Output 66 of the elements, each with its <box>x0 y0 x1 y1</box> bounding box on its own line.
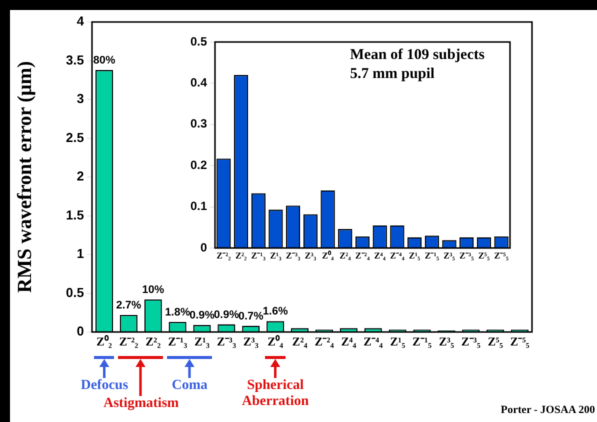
x-tick-label: Z⁻³₃ <box>286 250 301 261</box>
x-tick-label: Z⁻¹₃ <box>251 250 266 261</box>
x-tick-label: Z⁻⁵₅ <box>494 250 509 261</box>
x-tick-label: Z³₃ <box>304 250 316 261</box>
annotation: 2.7% <box>116 299 142 312</box>
y-tick-label: 2 <box>76 168 84 184</box>
x-tick-label: Z²₄ <box>339 250 352 261</box>
y-tick-label: 0.4 <box>190 76 208 90</box>
text: Defocus <box>80 378 128 394</box>
x-tick-label: Z⁻²₂ <box>216 250 232 261</box>
annotation: 1.8% <box>165 306 190 318</box>
x-tick-label: Z³₃ <box>243 334 259 348</box>
y-tick-label: 4 <box>76 14 85 29</box>
x-tick-label: Z⁻¹₃ <box>168 334 188 348</box>
x-tick-label: Z⁻⁴₄ <box>390 250 405 261</box>
y-tick-label: 0 <box>76 324 84 339</box>
x-tick-label: Z³₅ <box>444 250 456 261</box>
x-tick-label: Z²₂ <box>146 334 162 348</box>
x-tick-label: Z⁻⁵₅ <box>510 334 530 348</box>
x-tick-label: Z⁻²₂ <box>119 334 139 348</box>
annotation: 0.7% <box>238 310 264 322</box>
x-tick-label: Z⁻³₅ <box>461 334 481 348</box>
x-tick-label: Z⁰₄ <box>268 334 284 348</box>
annotation: 0.9% <box>214 308 240 321</box>
annotation: 80% <box>93 54 116 67</box>
x-tick-label: Z⁻⁴₄ <box>364 334 384 348</box>
x-tick-label: Z⁻²₄ <box>314 334 334 348</box>
x-tick-label: Z¹₃ <box>194 334 210 348</box>
x-tick-label: Z¹₃ <box>270 250 282 261</box>
x-tick-label: Z⁴₄ <box>374 250 386 261</box>
annotation: 5.7 mm pupil <box>350 66 435 83</box>
x-tick-label: Z²₂ <box>235 250 248 261</box>
y-axis-title: RMS wavefront error (μm) <box>14 61 36 293</box>
x-tick-label: Z¹₅ <box>390 334 406 348</box>
y-tick-label: 1 <box>76 246 84 262</box>
x-tick-label: Z¹₅ <box>408 250 421 261</box>
x-tick-label: Z⁻³₅ <box>459 250 474 261</box>
x-tick-label: Z⁻³₃ <box>216 334 236 348</box>
annotation: 1.6% <box>262 306 288 318</box>
x-tick-label: Z⁵₅ <box>488 334 504 348</box>
y-tick-label: 2.5 <box>66 130 84 145</box>
y-tick-label: 0.3 <box>190 116 208 131</box>
annotation: Mean of 109 subjects <box>350 47 485 64</box>
x-tick-label: Z⁵₅ <box>478 250 490 261</box>
x-tick-label: Z²₄ <box>292 334 308 348</box>
annotation: 10% <box>142 284 164 296</box>
x-tick-label: Z³₅ <box>438 334 454 348</box>
y-tick-label: 3.5 <box>66 52 84 68</box>
x-tick-label: Z⁰₄ <box>322 250 334 261</box>
x-tick-label: Z⁻¹₅ <box>424 250 440 261</box>
text: Spherical Aberration <box>240 378 310 410</box>
x-tick-label: Z⁴₄ <box>341 334 357 348</box>
x-tick-label: Z⁻²₄ <box>355 250 370 261</box>
y-tick-label: 3 <box>76 91 84 106</box>
y-tick-label: 0.1 <box>190 199 208 214</box>
x-tick-label: Z⁰₂ <box>96 334 112 348</box>
text: Astigmatism <box>103 396 179 412</box>
text: Coma <box>172 378 208 394</box>
x-tick-label: Z⁻¹₅ <box>412 334 432 348</box>
annotation: 0.9% <box>189 310 215 322</box>
y-tick-label: 0.5 <box>190 34 208 48</box>
y-tick-label: 0.2 <box>190 158 208 172</box>
y-tick-label: 0.5 <box>66 284 84 300</box>
y-tick-label: 1.5 <box>66 207 84 222</box>
y-tick-label: 0 <box>200 240 208 254</box>
text: Porter - JOSAA 200 <box>500 404 595 416</box>
